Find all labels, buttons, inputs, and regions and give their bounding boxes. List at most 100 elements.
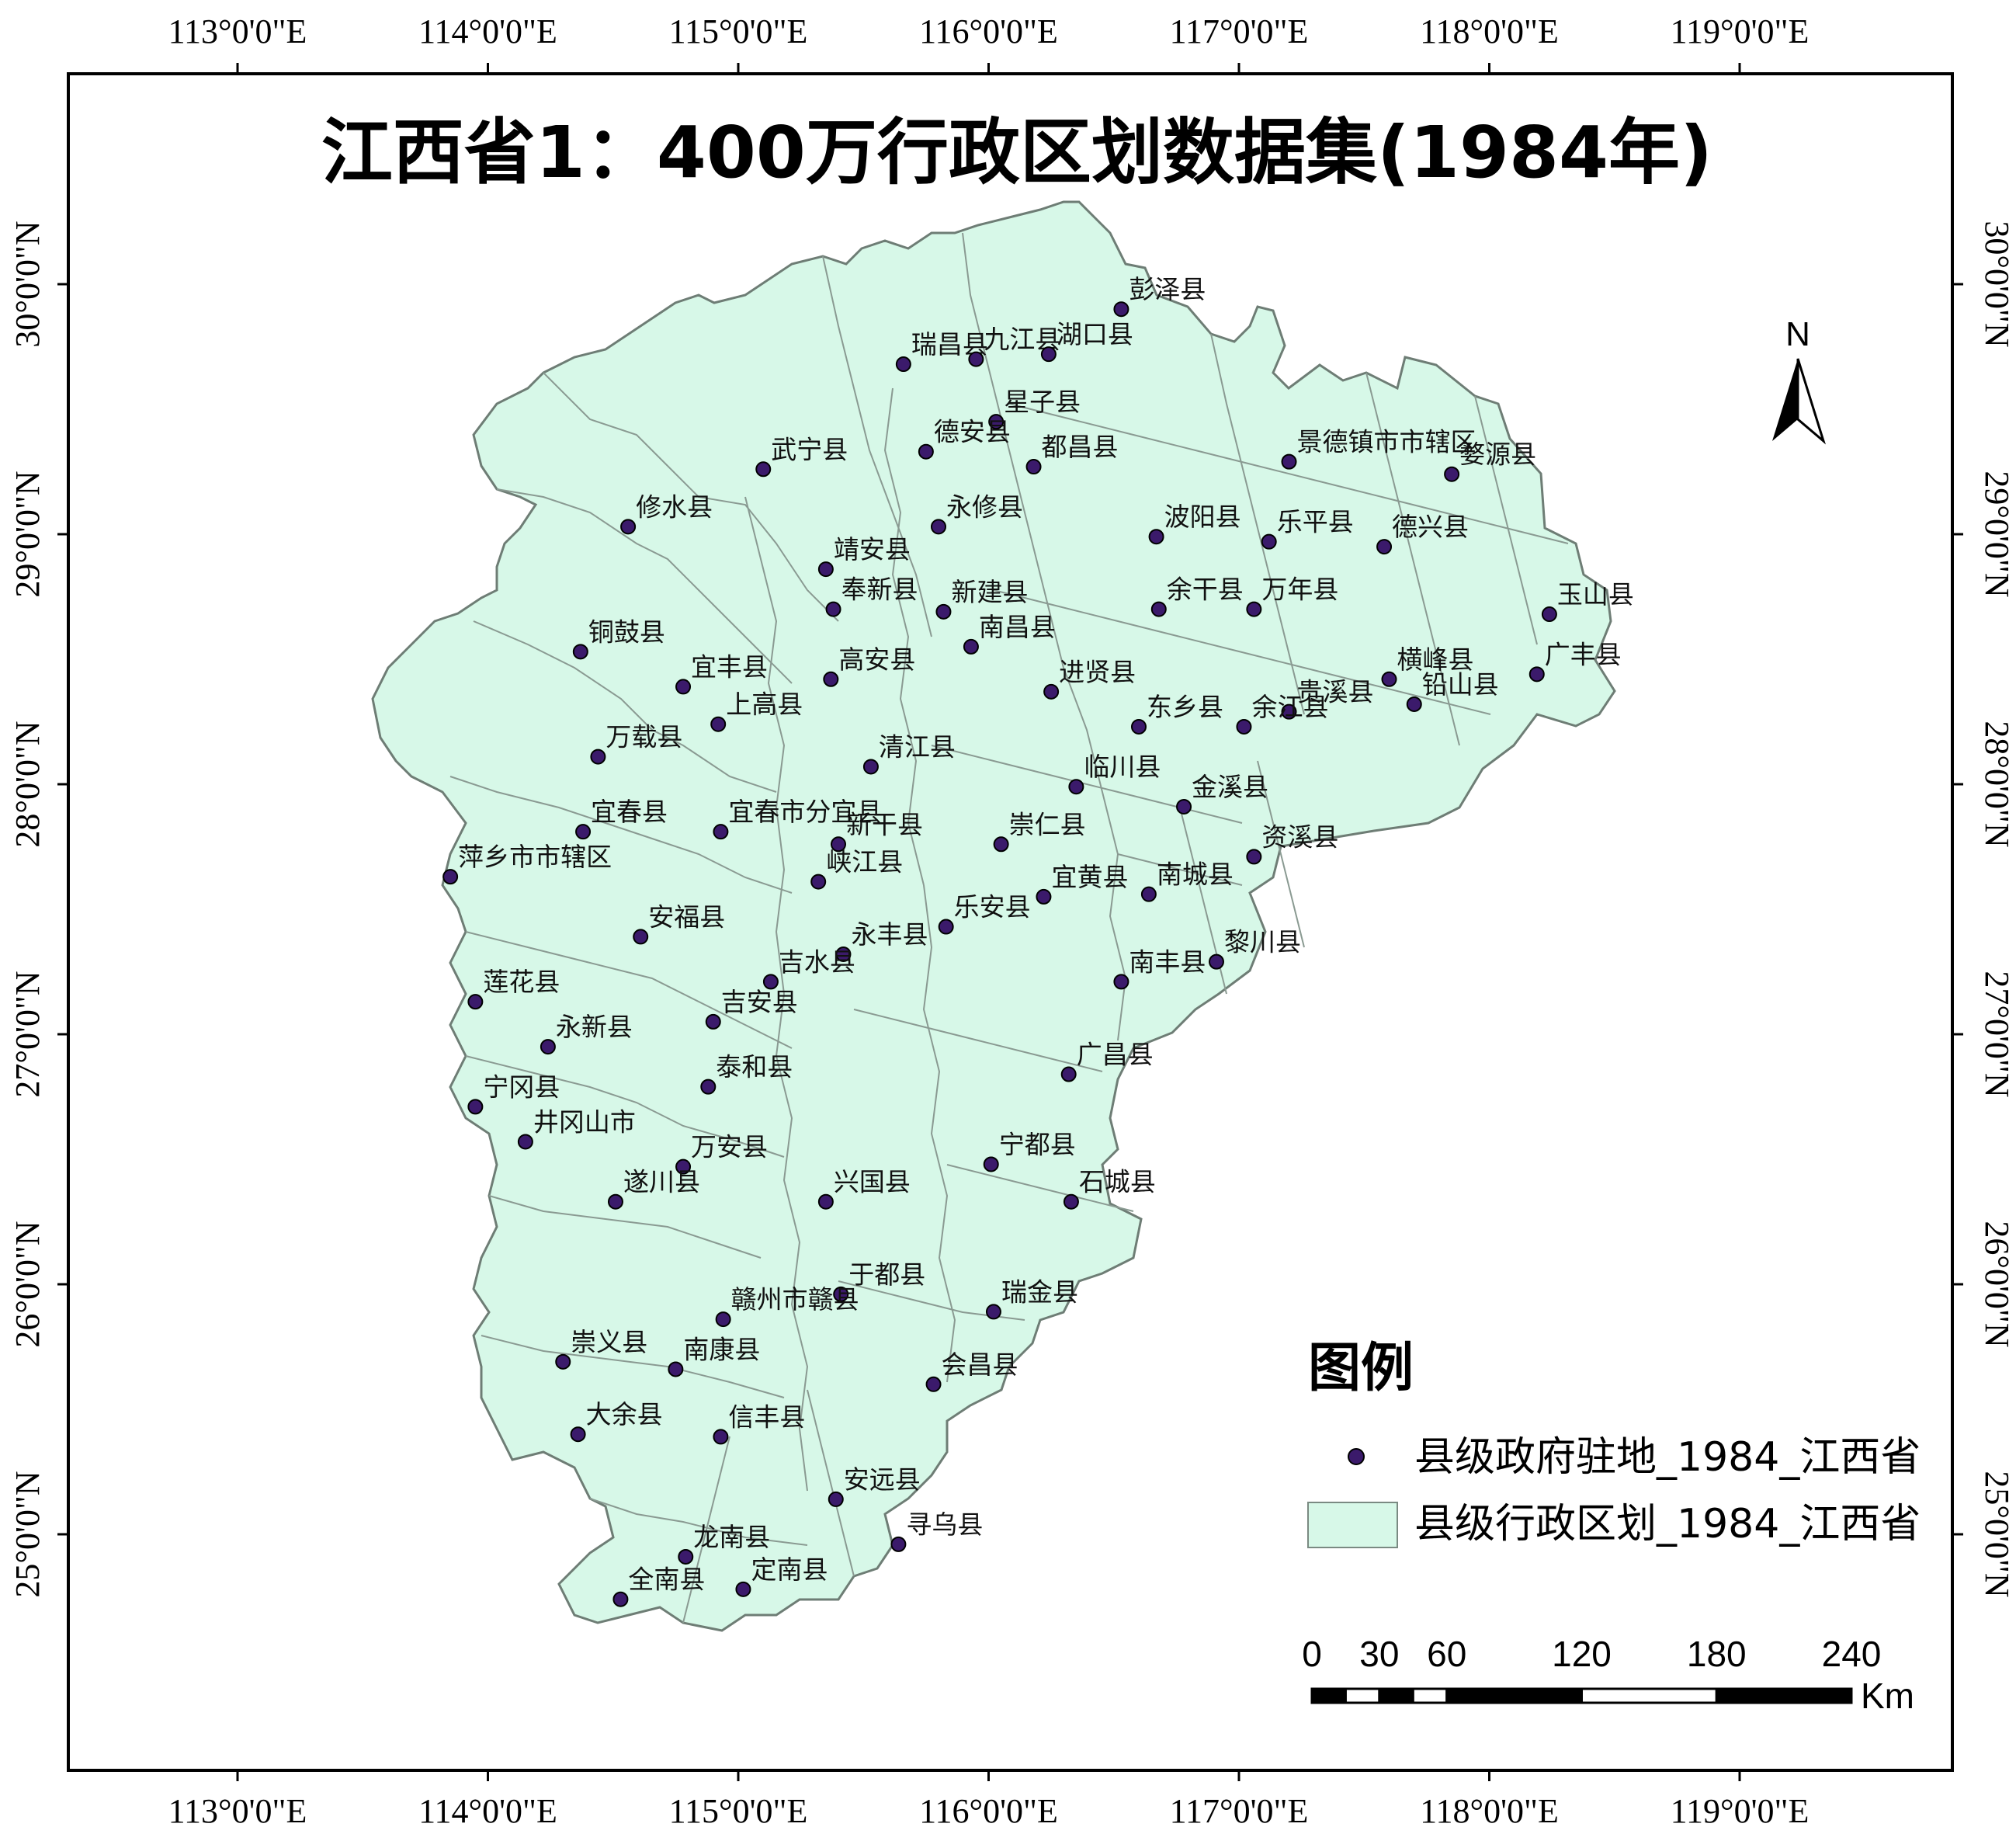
county-seat-point (828, 1491, 844, 1507)
county-seat-label: 赣州市赣县 (731, 1284, 859, 1315)
county-seat-label: 金溪县 (1192, 772, 1268, 802)
county-seat-point (442, 869, 459, 885)
county-seat-label: 萍乡市市辖区 (458, 842, 612, 872)
county-seat-label: 大余县 (586, 1399, 663, 1429)
county-seat-label: 吉水县 (779, 947, 855, 977)
lon-label-top: 116°0'0"E (919, 12, 1058, 50)
county-seat-point (713, 824, 729, 840)
county-seat-point (540, 1039, 556, 1055)
scale-bar-segment (1344, 1687, 1381, 1704)
county-seat-point (675, 679, 692, 695)
lon-label-top: 119°0'0"E (1671, 12, 1810, 50)
county-seat-point (555, 1353, 571, 1370)
county-seat-label: 会昌县 (942, 1349, 1018, 1380)
lon-label-top: 117°0'0"E (1170, 12, 1309, 50)
county-seat-label: 奉新县 (841, 575, 918, 605)
county-seat-label: 湖口县 (1057, 319, 1133, 349)
county-seat-label: 广昌县 (1077, 1040, 1154, 1070)
county-seat-label: 宁冈县 (483, 1072, 560, 1102)
lon-label-top: 118°0'0"E (1420, 12, 1559, 50)
county-seat-point (931, 519, 946, 535)
county-seat-label: 清江县 (879, 731, 956, 762)
longitude-labels-top: 113°0'0"E 114°0'0"E 115°0'0"E 116°0'0"E 117°… (168, 12, 1810, 50)
county-seat-point (810, 874, 827, 890)
lon-label-top: 114°0'0"E (418, 12, 557, 50)
lat-label-left: 26°0'0"N (9, 1221, 47, 1347)
county-seat-label: 都昌县 (1042, 432, 1119, 462)
latitude-labels-left: 25°0'0"N 26°0'0"N 27°0'0"N 28°0'0"N 29°0'0"N… (9, 221, 47, 1597)
county-seat-point (678, 1548, 694, 1565)
county-seat-point (890, 1536, 907, 1552)
lat-label-left: 27°0'0"N (9, 971, 47, 1097)
county-seat-point (938, 919, 954, 935)
county-seat-point (467, 1099, 484, 1115)
county-seat-point (668, 1361, 684, 1377)
scale-bar-segment (1411, 1687, 1449, 1704)
county-seat-point (817, 561, 834, 578)
county-seat-label: 资溪县 (1261, 821, 1338, 852)
lon-label-bottom: 118°0'0"E (1420, 1792, 1559, 1830)
county-seat-point (633, 929, 649, 945)
legend-item-points: 县级政府驻地_1984_江西省 (1414, 1434, 1921, 1481)
county-seat-label: 永丰县 (851, 919, 928, 950)
county-seat-label: 安福县 (648, 901, 725, 932)
county-seat-label: 新干县 (846, 809, 923, 839)
county-seat-point (918, 443, 934, 460)
county-seat-point (700, 1079, 717, 1095)
lat-label-right: 27°0'0"N (1978, 971, 2016, 1097)
county-seat-label: 莲花县 (483, 967, 560, 997)
scale-bar-tick-label: 30 (1359, 1634, 1399, 1674)
county-seat-label: 南丰县 (1129, 947, 1206, 977)
county-seat-label: 靖安县 (834, 534, 911, 564)
county-seat-point (612, 1591, 629, 1607)
county-seat-label: 龙南县 (693, 1522, 770, 1552)
county-seat-point (1528, 666, 1545, 683)
lat-label-left: 25°0'0"N (9, 1471, 47, 1597)
county-seat-label: 景德镇市市辖区 (1297, 427, 1476, 457)
lon-label-bottom: 113°0'0"E (168, 1792, 307, 1830)
county-seat-point (570, 1426, 586, 1443)
county-seat-label: 信丰县 (728, 1402, 805, 1432)
county-seat-label: 贵溪县 (1297, 677, 1374, 707)
county-seat-point (985, 1304, 1001, 1320)
lat-label-left: 29°0'0"N (9, 471, 47, 597)
county-seat-point (607, 1193, 623, 1210)
lat-label-right: 25°0'0"N (1978, 1471, 2016, 1597)
county-seat-label: 石城县 (1079, 1167, 1156, 1197)
county-seat-label: 广丰县 (1545, 639, 1622, 669)
county-seat-point (1140, 886, 1157, 902)
lon-label-top: 113°0'0"E (168, 12, 307, 50)
county-seat-label: 南昌县 (979, 612, 1056, 642)
county-seat-label: 宜春县 (591, 797, 668, 827)
county-seat-label: 上高县 (726, 689, 803, 720)
county-seat-point (862, 759, 879, 775)
county-seat-label: 永新县 (556, 1012, 633, 1042)
county-seat-point (1406, 696, 1422, 712)
county-seat-point (1131, 718, 1147, 735)
north-arrow-right-half (1796, 358, 1826, 445)
county-seat-label: 玉山县 (1557, 579, 1634, 610)
county-seat-point (963, 638, 979, 655)
lat-label-left: 28°0'0"N (9, 721, 47, 847)
county-seat-label: 吉安县 (721, 987, 798, 1017)
county-seat-point (831, 836, 846, 853)
lon-label-bottom: 119°0'0"E (1671, 1792, 1810, 1830)
north-arrow-left-half (1772, 359, 1798, 441)
county-seat-point (1036, 888, 1052, 905)
county-seat-label: 兴国县 (834, 1167, 911, 1197)
county-seat-label: 井冈山市 (533, 1106, 636, 1137)
county-seat-label: 乐安县 (954, 892, 1031, 922)
legend-point-symbol (1348, 1448, 1365, 1465)
county-seat-label: 横峰县 (1397, 644, 1474, 675)
county-seat-point (817, 1193, 834, 1210)
county-seat-label: 全南县 (628, 1565, 705, 1595)
county-seat-label: 武宁县 (771, 434, 848, 464)
county-seat-point (1063, 1193, 1079, 1210)
county-seat-point (1246, 601, 1262, 617)
county-seat-label: 新建县 (951, 577, 1028, 607)
county-seat-point (1208, 953, 1224, 970)
county-seat-label: 铅山县 (1422, 669, 1499, 700)
county-seat-point (705, 1013, 721, 1030)
county-seat-point (1381, 671, 1397, 687)
